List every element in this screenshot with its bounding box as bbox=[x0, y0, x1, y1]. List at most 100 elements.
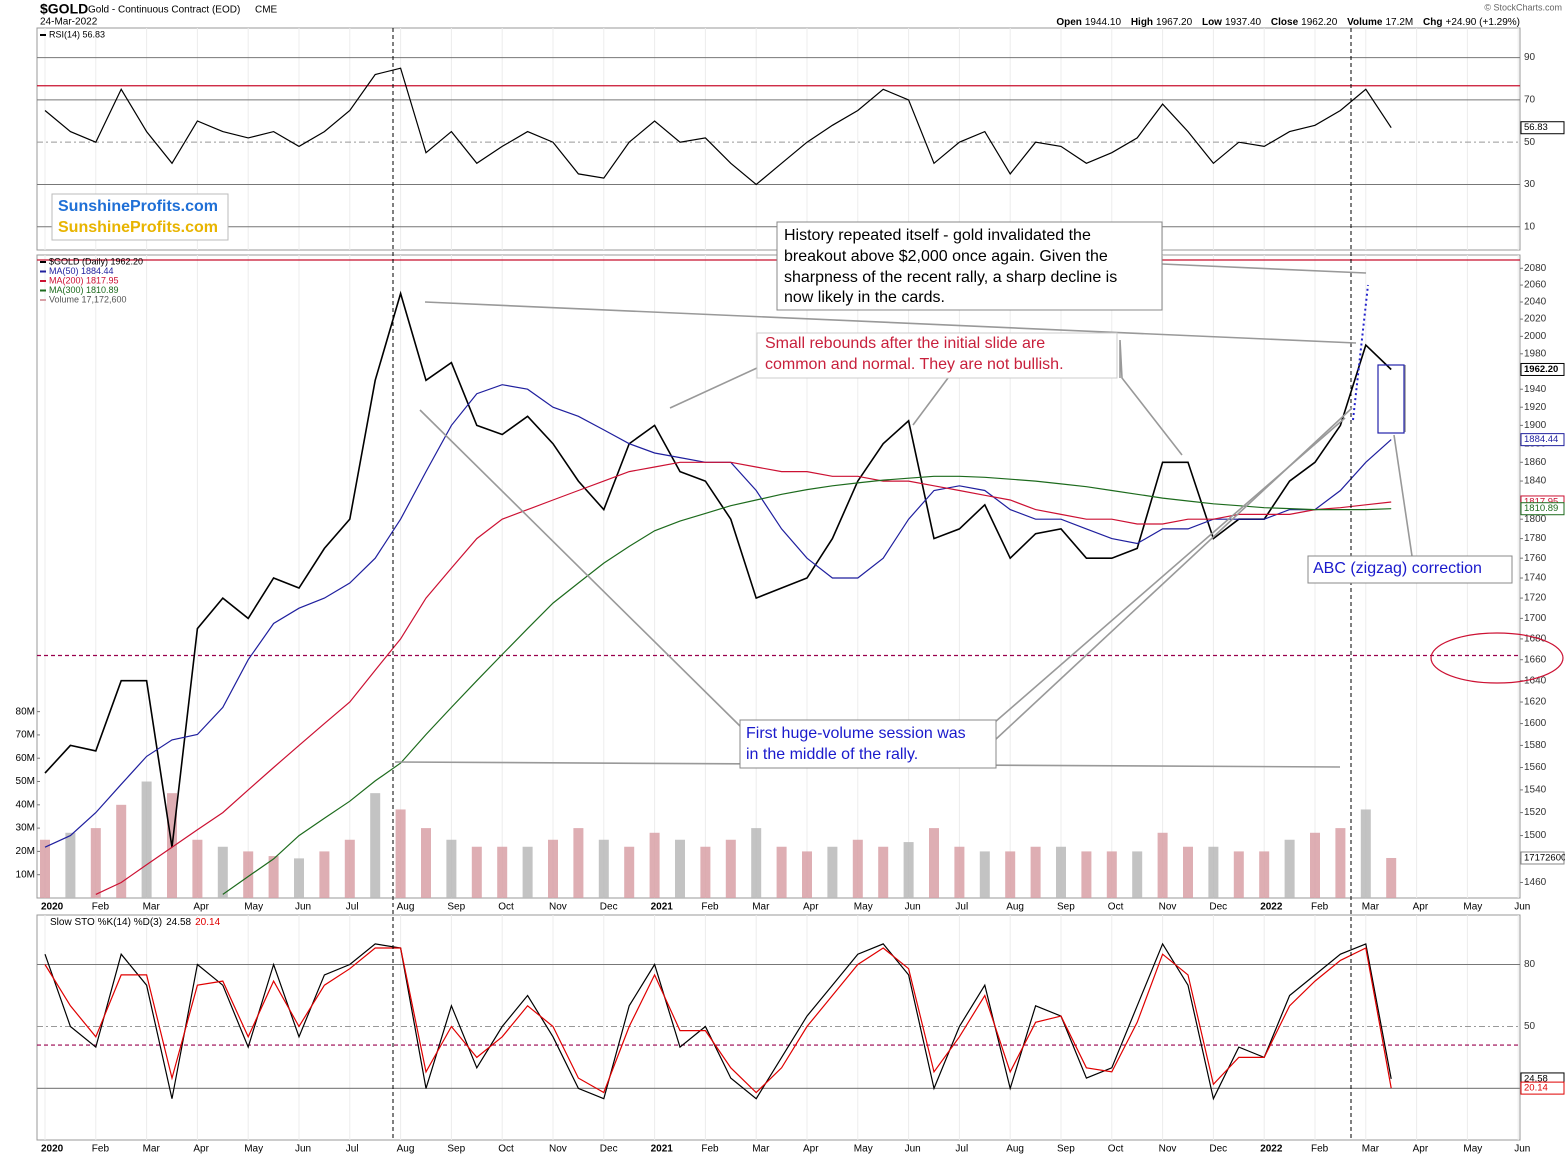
x-tick-label: Oct bbox=[498, 1144, 514, 1155]
quote-label: Open bbox=[1056, 17, 1082, 28]
logo: SunshineProfits.com bbox=[58, 198, 218, 215]
y-tick-label: 1520 bbox=[1524, 807, 1547, 818]
volume-bar bbox=[954, 846, 965, 898]
plot-area: 10 30 50 70 90 RSI(14) 56.83 56.83 2020 Feb Mar Ap… bbox=[16, 27, 1565, 1155]
y-tick-label: 30 bbox=[1524, 179, 1536, 190]
x-tick-label: Feb bbox=[701, 902, 719, 913]
quote-value: +24.90 (+1.29%) bbox=[1446, 17, 1521, 28]
volume-bar bbox=[344, 839, 355, 898]
volume-bar bbox=[1106, 851, 1117, 898]
legend-entry: 20.14 bbox=[195, 917, 220, 928]
y-tick-label: 1940 bbox=[1524, 384, 1547, 395]
y2-tick-label: 40M bbox=[16, 799, 35, 810]
volume-bar bbox=[1056, 846, 1066, 898]
x-tick-label: Aug bbox=[1006, 902, 1024, 913]
volume-bar bbox=[1360, 809, 1371, 898]
volume-bar bbox=[40, 839, 50, 898]
x-tick-label: Apr bbox=[803, 1144, 819, 1155]
connector bbox=[1161, 263, 1367, 274]
x-tick-label: Jun bbox=[905, 1144, 921, 1155]
y-tick-label: 2040 bbox=[1524, 297, 1547, 308]
volume-bar bbox=[649, 832, 660, 898]
x-tick-label: Jun bbox=[1514, 1144, 1530, 1155]
x-tick-label: Jun bbox=[295, 1144, 311, 1155]
x-tick-label: Jun bbox=[295, 902, 311, 913]
x-tick-label: Jun bbox=[905, 902, 921, 913]
quote-value: 1967.20 bbox=[1156, 17, 1193, 28]
y-tick-label: 1900 bbox=[1524, 420, 1547, 431]
connector bbox=[1119, 339, 1183, 456]
y-tick-label: 1700 bbox=[1524, 613, 1547, 624]
value-tag bbox=[1520, 121, 1565, 135]
legend-entry: RSI(14) 56.83 bbox=[49, 29, 105, 39]
x-tick-label: May bbox=[854, 902, 873, 913]
exchange: CME bbox=[255, 5, 278, 16]
x-tick-label: Jun bbox=[1514, 902, 1530, 913]
y-tick-label: 1780 bbox=[1524, 533, 1547, 544]
volume-bar bbox=[395, 809, 406, 898]
annotation-text: in the middle of the rally. bbox=[746, 746, 918, 763]
y-tick-label: 1800 bbox=[1524, 514, 1547, 525]
x-tick-label: 2021 bbox=[651, 1144, 674, 1155]
legend-title: Slow STO %K(14) %D(3) bbox=[50, 917, 162, 928]
volume-bar bbox=[751, 828, 762, 898]
x-tick-label: May bbox=[244, 902, 263, 913]
y-tick-label: 10 bbox=[1524, 221, 1536, 232]
y-tick-label: 70 bbox=[1524, 95, 1536, 106]
target-ellipse bbox=[1430, 632, 1564, 684]
y-tick-label: 1840 bbox=[1524, 476, 1547, 487]
value-tag bbox=[1520, 1081, 1565, 1095]
volume-bar bbox=[1259, 851, 1270, 898]
volume-bar bbox=[217, 846, 228, 898]
x-tick-label: Nov bbox=[1159, 1144, 1177, 1155]
connector bbox=[1393, 434, 1413, 557]
legend-entry: $GOLD (Daily) 1962.20 bbox=[49, 256, 143, 266]
x-tick-label: Dec bbox=[600, 1144, 618, 1155]
y-tick-label: 1560 bbox=[1524, 762, 1547, 773]
x-tick-label: Mar bbox=[143, 902, 161, 913]
y-tick-label: 2060 bbox=[1524, 280, 1547, 291]
x-tick-label: Sep bbox=[447, 1144, 465, 1155]
value-tag-label: 20.14 bbox=[1524, 1083, 1548, 1094]
y-tick-label: 1720 bbox=[1524, 593, 1547, 604]
volume-bar bbox=[903, 842, 914, 898]
volume-bar bbox=[1030, 846, 1041, 898]
x-tick-label: May bbox=[244, 1144, 263, 1155]
y-tick-label: 2080 bbox=[1524, 263, 1547, 274]
y-tick-label: 1640 bbox=[1524, 675, 1547, 686]
x-tick-label: Mar bbox=[752, 1144, 770, 1155]
volume-bar bbox=[243, 851, 254, 898]
x-tick-label: Aug bbox=[1006, 1144, 1024, 1155]
x-tick-label: Apr bbox=[1413, 902, 1429, 913]
volume-bar bbox=[598, 839, 609, 898]
legend: Slow STO %K(14) %D(3) 24.58 20.14 bbox=[50, 917, 221, 928]
quote-label: High bbox=[1131, 17, 1153, 28]
y-tick-label: 1460 bbox=[1524, 877, 1547, 888]
annotation-text: History repeated itself - gold invalidat… bbox=[784, 227, 1091, 244]
volume-bar bbox=[979, 851, 990, 898]
y-tick-label: 1760 bbox=[1524, 553, 1547, 564]
x-tick-label: May bbox=[854, 1144, 873, 1155]
x-tick-label: Sep bbox=[447, 902, 465, 913]
date: 24-Mar-2022 bbox=[40, 17, 98, 28]
quote-label: Close bbox=[1271, 17, 1299, 28]
volume-bar bbox=[802, 851, 812, 898]
x-tick-label: Dec bbox=[1209, 902, 1227, 913]
volume-bar bbox=[675, 839, 685, 898]
volume-bar bbox=[776, 846, 787, 898]
x-tick-label: Aug bbox=[397, 1144, 415, 1155]
y2-tick-label: 70M bbox=[16, 730, 35, 741]
volume-bar bbox=[421, 828, 431, 898]
x-tick-label: May bbox=[1463, 902, 1482, 913]
x-tick-label: Apr bbox=[803, 902, 819, 913]
volume-bar bbox=[116, 804, 127, 898]
volume-bar bbox=[65, 832, 76, 898]
value-tag-label: 1817.95 bbox=[1524, 496, 1558, 507]
quote-label: Chg bbox=[1423, 17, 1442, 28]
copyright: © StockCharts.com bbox=[1484, 2, 1562, 12]
y-tick-label: 2000 bbox=[1524, 331, 1547, 342]
x-tick-label: Oct bbox=[498, 902, 514, 913]
volume-bar bbox=[1183, 846, 1193, 898]
legend-entry: MA(200) 1817.95 bbox=[49, 275, 119, 285]
connector bbox=[994, 407, 1353, 741]
